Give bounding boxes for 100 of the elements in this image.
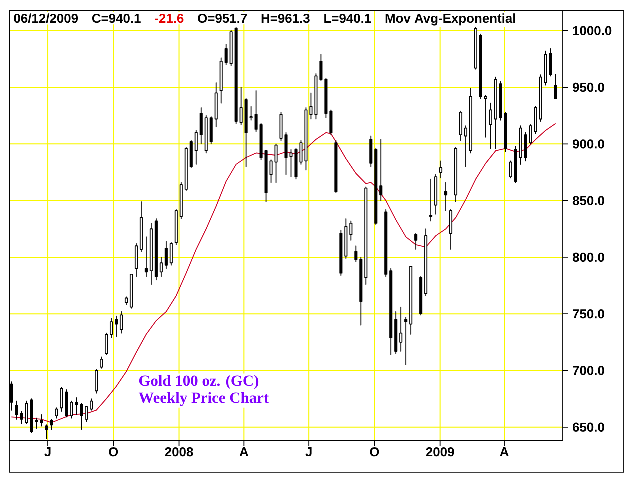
candlestick xyxy=(70,400,74,419)
candlestick xyxy=(534,106,538,134)
candlestick xyxy=(529,124,532,145)
candlestick xyxy=(240,87,243,126)
y-tick-label: 650.0 xyxy=(572,422,604,432)
candlestick xyxy=(220,58,223,104)
x-tick-label: J xyxy=(306,448,312,457)
line-series xyxy=(11,123,556,424)
candlestick xyxy=(459,110,463,142)
candlestick xyxy=(184,147,188,192)
candlestick xyxy=(20,411,24,424)
candlestick xyxy=(85,406,88,422)
candlestick xyxy=(394,311,398,354)
candlestick xyxy=(454,147,458,202)
candlestick xyxy=(544,50,548,86)
candlestick xyxy=(120,311,124,334)
candlestick xyxy=(30,398,34,434)
candlestick xyxy=(190,140,193,168)
candlestick xyxy=(314,73,318,120)
x-tick-label: J xyxy=(44,448,51,457)
candlestick xyxy=(50,419,54,430)
candlestick xyxy=(414,233,418,250)
candlestick xyxy=(424,228,428,296)
candlestick xyxy=(479,34,482,100)
candlestick xyxy=(330,110,333,136)
y-tick-label: 850.0 xyxy=(572,196,604,206)
candlestick xyxy=(539,74,542,122)
annotation: 06/12/2009 xyxy=(14,14,78,24)
candlestick xyxy=(114,316,118,338)
candlestick xyxy=(360,257,363,326)
candlestick xyxy=(489,102,492,150)
candlestick xyxy=(504,112,508,153)
candlestick xyxy=(65,390,68,418)
candlestick xyxy=(549,48,552,77)
candlestick xyxy=(434,174,438,215)
candlestick xyxy=(174,209,178,246)
candlestick xyxy=(340,230,343,276)
candlestick xyxy=(390,268,393,356)
annotation: H=961.3 xyxy=(262,14,310,24)
candlestick xyxy=(270,160,273,184)
candlestick xyxy=(464,126,468,168)
candlestick xyxy=(110,318,114,338)
candlestick xyxy=(60,387,64,412)
candlestick xyxy=(430,178,433,222)
candlestick xyxy=(100,356,104,369)
x-tick-label: 2009 xyxy=(426,448,454,457)
candlestick xyxy=(150,223,153,286)
candlestick xyxy=(244,98,248,168)
candlestick xyxy=(214,82,218,128)
candlestick xyxy=(440,160,443,179)
candlestick xyxy=(469,88,473,154)
candlestick xyxy=(180,182,183,220)
candlestick xyxy=(95,369,98,394)
candlestick xyxy=(55,408,58,419)
candlestick xyxy=(400,306,403,352)
candlestick xyxy=(40,414,44,427)
annotation: C=940.1 xyxy=(92,14,141,24)
candlestick xyxy=(140,201,143,252)
candlestick xyxy=(380,139,383,202)
candlestick xyxy=(509,160,512,179)
annotation: -21.6 xyxy=(155,14,184,24)
candlestick xyxy=(514,146,518,184)
candlestick xyxy=(124,296,128,306)
y-tick-label: 900.0 xyxy=(572,140,604,149)
candlestick xyxy=(444,182,448,212)
candlestick xyxy=(160,257,163,278)
candlestick xyxy=(524,132,528,162)
candlestick xyxy=(519,126,522,166)
y-tick-label: 800.0 xyxy=(572,252,604,262)
candlestick xyxy=(334,140,338,194)
candlestick xyxy=(75,397,78,416)
candlestick xyxy=(25,400,28,424)
candlestick xyxy=(80,403,84,430)
candlestick xyxy=(494,76,498,150)
candlestick xyxy=(420,276,423,316)
x-tick-label: 2008 xyxy=(165,448,194,457)
candlestick xyxy=(35,418,38,429)
candlestick xyxy=(130,274,133,309)
y-tick-label: 700.0 xyxy=(573,366,604,376)
candlestick xyxy=(320,54,323,82)
candlestick xyxy=(210,116,213,145)
y-tick-label: 1000.0 xyxy=(573,26,612,36)
candlestick xyxy=(134,243,138,278)
candlestick xyxy=(350,220,353,241)
candlestick xyxy=(250,106,253,121)
text: Gold 100 oz. (GC) xyxy=(139,375,259,390)
y-tick-label: 750.0 xyxy=(573,310,604,319)
candlestick xyxy=(200,107,203,145)
candlestick xyxy=(90,398,94,411)
candlestick xyxy=(484,95,488,138)
x-tick-label: A xyxy=(240,448,249,456)
annotation: O=951.7 xyxy=(198,14,248,24)
candlestick xyxy=(324,78,328,119)
annotation: L=940.1 xyxy=(324,14,372,24)
candlestick xyxy=(260,123,263,160)
x-tick-label: A xyxy=(500,448,509,456)
candlestick xyxy=(234,27,238,124)
candlestick xyxy=(384,209,388,278)
y-tick-label: 950.0 xyxy=(572,82,604,92)
candlestick xyxy=(170,242,173,266)
